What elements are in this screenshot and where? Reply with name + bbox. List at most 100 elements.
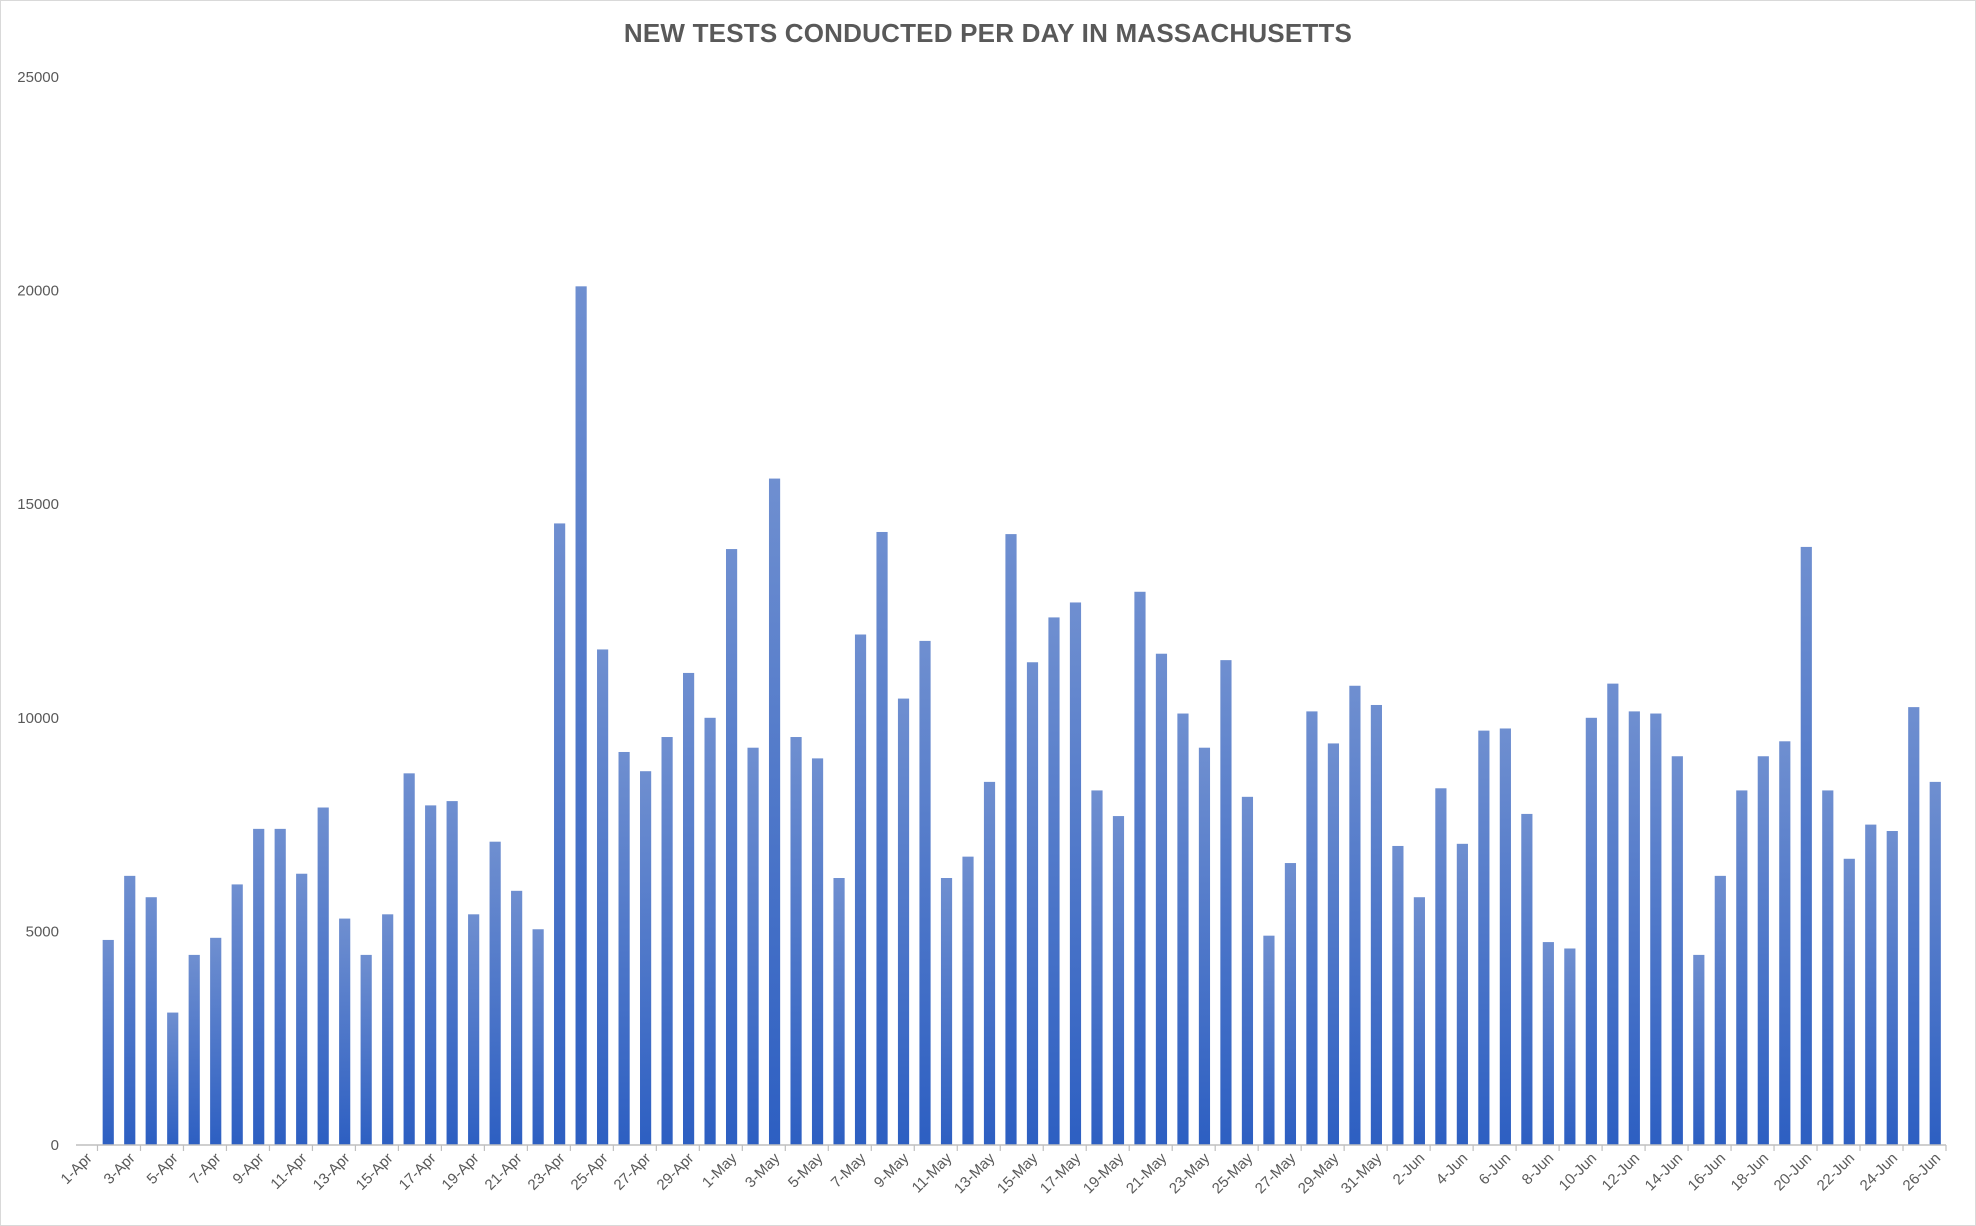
bar-18-Apr [446,801,458,1145]
bar-18-May [1091,790,1103,1145]
x-tick-label: 10-Jun [1556,1150,1600,1194]
x-tick-label: 18-Jun [1728,1150,1772,1194]
x-ticks-group [96,1145,1947,1151]
x-tick-label: 15-Apr [353,1150,397,1194]
bar-9-Apr [253,828,265,1145]
x-tick-label: 14-Jun [1642,1150,1686,1194]
bar-23-May [1198,747,1211,1145]
bar-17-May [1069,602,1082,1145]
x-tick-label: 6-Jun [1476,1150,1515,1189]
bar-8-May [876,531,888,1145]
x-tick-label: 1-May [699,1149,741,1191]
x-tick-label: 9-Apr [230,1150,268,1188]
bar-19-Apr [468,914,480,1145]
bar-12-Apr [317,807,329,1145]
bar-14-Apr [360,954,372,1145]
bar-21-Apr [511,890,523,1145]
bar-19-Jun [1779,741,1791,1145]
y-tick-label: 0 [51,1137,59,1154]
bar-28-May [1306,711,1318,1145]
bar-15-May [1026,662,1039,1145]
x-tick-label: 12-Jun [1599,1150,1643,1194]
bar-21-Jun [1822,790,1834,1145]
x-tick-label: 8-Jun [1519,1150,1558,1189]
x-tick-label: 13-May [951,1149,999,1197]
bar-27-Apr [640,771,652,1145]
bar-19-May [1112,816,1125,1145]
x-tick-labels: 1-Apr 3-Apr 5-Apr 7-Apr 9-Apr 11-Apr 13-Apr 15-… [58,1149,1944,1197]
x-tick-label: 23-Apr [525,1150,569,1194]
bar-3-Apr [124,875,136,1145]
bar-8-Apr [231,884,243,1145]
bar-3-May [768,478,781,1145]
bar-18-Jun [1757,756,1769,1145]
bar-20-Apr [489,841,501,1145]
bar-2-Jun [1413,897,1425,1145]
y-tick-label: 10000 [17,710,59,727]
bar-29-May [1327,743,1340,1145]
x-tick-label: 5-May [785,1149,827,1191]
bar-31-May [1370,704,1382,1145]
x-tick-label: 13-Apr [310,1150,354,1194]
chart-title: NEW TESTS CONDUCTED PER DAY IN MASSACHUS… [623,18,1353,48]
x-tick-label: 7-Apr [187,1150,225,1188]
bar-1-Jun [1392,845,1404,1145]
bar-24-May [1220,660,1232,1145]
bar-25-Jun [1908,707,1920,1145]
bar-6-May [833,878,845,1145]
bar-6-Jun [1499,728,1511,1145]
bar-22-May [1177,713,1189,1145]
bar-11-May [940,878,953,1145]
x-tick-label: 29-Apr [654,1150,698,1194]
bar-9-Jun [1564,948,1576,1145]
bar-14-Jun [1671,756,1683,1145]
x-tick-label: 23-May [1166,1149,1214,1197]
bar-5-May [811,758,824,1145]
bar-2-Apr [102,939,114,1145]
bar-4-Apr [145,897,157,1145]
bar-3-Jun [1435,788,1447,1145]
bar-26-Apr [618,751,630,1145]
y-tick-label: 20000 [17,283,59,300]
bar-27-May [1284,863,1297,1145]
x-tick-label: 27-Apr [611,1150,655,1194]
x-tick-label: 17-Apr [396,1150,440,1194]
x-tick-label: 1-Apr [58,1150,96,1188]
bar-7-Jun [1521,813,1533,1145]
x-tick-label: 16-Jun [1685,1150,1729,1194]
y-tick-label: 5000 [26,923,59,940]
bar-25-May [1241,796,1254,1145]
bar-12-Jun [1628,711,1640,1145]
bar-14-May [1005,534,1017,1145]
bar-13-May [983,781,996,1145]
bar-6-Apr [188,954,200,1145]
bar-9-May [897,698,910,1145]
bar-15-Apr [382,914,394,1145]
bar-16-Jun [1714,875,1726,1145]
bar-4-May [790,737,802,1145]
x-tick-label: 31-May [1338,1149,1386,1197]
x-tick-label: 2-Jun [1390,1150,1429,1189]
bar-21-May [1155,653,1168,1145]
bar-13-Apr [339,918,351,1145]
x-tick-label: 7-May [828,1149,870,1191]
bar-10-Jun [1585,717,1597,1145]
x-tick-label: 27-May [1252,1149,1300,1197]
bar-24-Apr [575,286,587,1146]
bar-7-May [854,634,867,1145]
x-tick-label: 11-May [909,1149,956,1196]
x-tick-label: 15-May [994,1149,1042,1197]
x-tick-label: 29-May [1295,1149,1343,1197]
bar-22-Apr [532,929,544,1145]
bar-23-Jun [1865,824,1877,1145]
bar-2-May [747,747,759,1145]
x-tick-label: 3-May [742,1149,784,1191]
x-tick-label: 21-May [1123,1149,1171,1197]
bar-10-Apr [274,828,286,1145]
bar-15-Jun [1693,954,1705,1145]
bar-20-Jun [1800,546,1812,1145]
bar-12-May [962,856,974,1145]
x-tick-label: 20-Jun [1771,1150,1815,1194]
bar-20-May [1134,591,1146,1145]
